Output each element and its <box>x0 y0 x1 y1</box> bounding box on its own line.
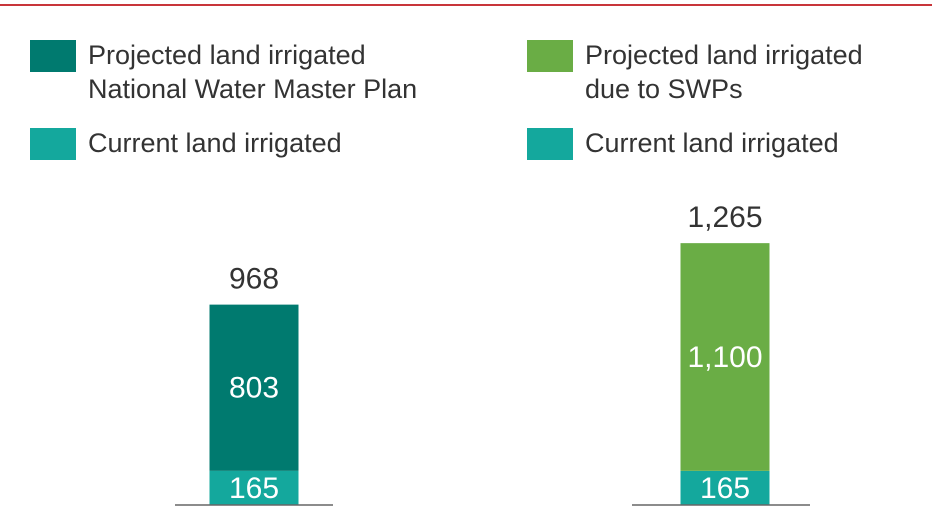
bar-segment <box>680 243 770 471</box>
legend-label: Projected land irrigated due to SWPs <box>585 40 863 104</box>
legend-item: Projected land irrigated due to SWPs <box>527 38 887 106</box>
segment-label: 1,100 <box>687 341 762 374</box>
bar-segment <box>209 470 299 505</box>
legend-label: Projected land irrigated National Water … <box>88 40 418 104</box>
total-label: 968 <box>229 263 279 296</box>
bar-segment <box>680 470 770 505</box>
legend-item: Current land irrigated <box>527 126 887 160</box>
legend-label: Current land irrigated <box>585 128 839 158</box>
legend-swatch <box>527 40 573 72</box>
segment-label: 165 <box>700 472 750 505</box>
legend-swatch <box>527 128 573 160</box>
segment-label: 803 <box>229 372 279 405</box>
legend-label: Current land irrigated <box>88 128 342 158</box>
legend-item: Current land irrigated <box>30 126 450 160</box>
legend-swatch <box>30 40 76 72</box>
bar-segment <box>209 304 299 471</box>
legend-item: Projected land irrigated National Water … <box>30 38 450 106</box>
segment-label: 165 <box>229 472 279 505</box>
legend-swatch <box>30 128 76 160</box>
total-label: 1,265 <box>687 201 762 234</box>
